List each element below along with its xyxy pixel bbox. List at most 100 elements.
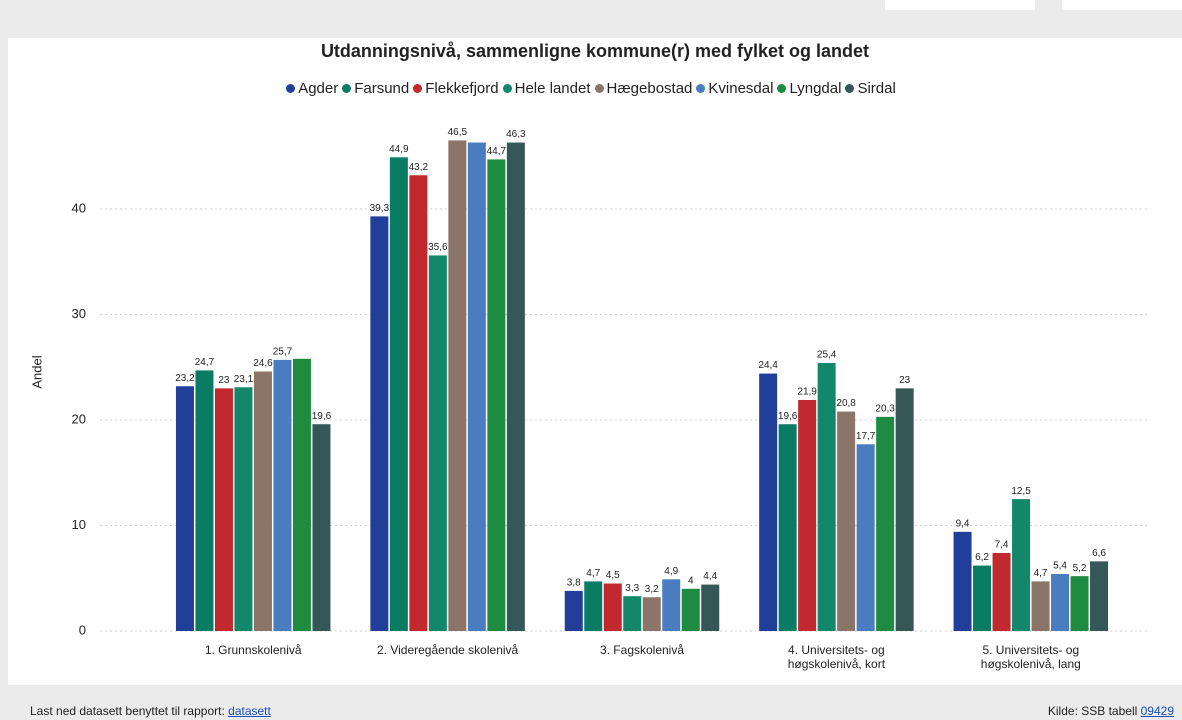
data-label: 25,4 xyxy=(817,350,837,361)
data-label: 44,9 xyxy=(389,144,409,155)
x-tick-label: 3. Fagskolenivå xyxy=(599,643,685,657)
y-tick-label: 30 xyxy=(72,306,86,321)
bar xyxy=(1031,581,1050,631)
data-label: 4,4 xyxy=(703,571,717,582)
legend-label: Agder xyxy=(298,80,339,97)
legend-item: Hægebostad xyxy=(594,80,693,97)
data-label: 3,2 xyxy=(645,584,659,595)
data-label: 46,5 xyxy=(448,127,468,138)
data-label: 23 xyxy=(218,375,230,386)
legend-swatch xyxy=(502,84,512,93)
data-label: 19,6 xyxy=(312,411,332,422)
bar xyxy=(817,363,836,631)
dataset-link[interactable]: datasett xyxy=(228,704,271,718)
legend-label: Flekkefjord xyxy=(425,80,499,97)
legend-item: Hele landet xyxy=(502,80,591,97)
y-tick-label: 0 xyxy=(79,622,86,637)
bar xyxy=(214,388,233,631)
bar xyxy=(895,388,914,631)
data-label: 4 xyxy=(688,575,694,586)
bar xyxy=(662,579,681,631)
data-label: 17,7 xyxy=(856,431,876,442)
source-link[interactable]: 09429 xyxy=(1140,704,1174,718)
legend-swatch xyxy=(696,84,706,93)
data-label: 20,3 xyxy=(875,403,895,414)
data-label: 35,6 xyxy=(428,242,448,253)
data-label: 24,7 xyxy=(195,357,215,368)
x-tick-label: 5. Universitets- og høgskolenivå, lang xyxy=(980,643,1081,671)
legend-swatch xyxy=(413,84,423,93)
legend-item: Flekkefjord xyxy=(413,80,499,97)
data-label: 24,4 xyxy=(758,360,778,371)
data-label: 39,3 xyxy=(370,203,390,214)
bar xyxy=(642,597,661,631)
data-label: 20,8 xyxy=(836,398,856,409)
data-label: 24,6 xyxy=(253,358,273,369)
data-label: 6,2 xyxy=(975,552,989,563)
tab xyxy=(1062,0,1182,10)
data-label: 23 xyxy=(899,375,911,386)
bar xyxy=(623,596,642,631)
bar xyxy=(681,588,700,631)
legend-label: Farsund xyxy=(354,80,410,97)
bar xyxy=(1070,576,1089,631)
bar xyxy=(953,531,972,631)
bar xyxy=(175,386,194,631)
bar xyxy=(409,175,428,632)
bar xyxy=(273,359,292,631)
bar xyxy=(759,373,778,631)
y-tick-label: 10 xyxy=(72,517,86,532)
data-label: 46,3 xyxy=(506,129,526,140)
bar xyxy=(389,157,408,631)
bar xyxy=(1051,574,1070,631)
bar xyxy=(876,416,895,631)
legend-item: Agder xyxy=(286,80,338,97)
data-label: 44,7 xyxy=(487,146,507,157)
bar xyxy=(564,590,583,631)
bar xyxy=(487,159,506,632)
bar xyxy=(467,142,486,631)
legend-label: Kvinesdal xyxy=(708,80,774,97)
bar xyxy=(603,583,622,631)
x-tick-label: 2. Videregående skolenivå xyxy=(376,643,519,657)
y-tick-label: 20 xyxy=(72,411,86,426)
legend-item: Lyngdal xyxy=(777,80,841,97)
y-tick-label: 40 xyxy=(72,200,86,215)
bar xyxy=(973,565,992,631)
data-label: 4,5 xyxy=(606,570,620,581)
data-label: 21,9 xyxy=(797,387,817,398)
chart-title: Utdanningsnivå, sammenligne kommune(r) m… xyxy=(321,41,869,61)
legend-label: Hægebostad xyxy=(606,80,693,97)
data-label: 7,4 xyxy=(995,540,1009,551)
legend-swatch xyxy=(777,84,787,93)
bar xyxy=(1012,499,1031,631)
legend-swatch xyxy=(342,84,352,93)
legend-item: Sirdal xyxy=(845,80,896,97)
data-label: 9,4 xyxy=(956,518,970,529)
legend-label: Hele landet xyxy=(514,80,591,97)
legend-swatch xyxy=(594,84,604,93)
bar xyxy=(1090,561,1109,631)
data-label: 12,5 xyxy=(1011,486,1031,497)
bar xyxy=(195,370,214,631)
legend-swatch xyxy=(286,84,296,93)
bar xyxy=(370,216,389,631)
data-label: 6,6 xyxy=(1092,548,1106,559)
bar xyxy=(798,399,817,631)
bar xyxy=(253,371,272,631)
legend-item: Kvinesdal xyxy=(696,80,773,97)
bar xyxy=(234,387,253,631)
footer-left: Last ned datasett benyttet til rapport: … xyxy=(30,704,271,718)
legend-item: Farsund xyxy=(342,80,409,97)
bar xyxy=(837,411,856,631)
bar xyxy=(428,255,447,632)
legend-label: Lyngdal xyxy=(789,80,842,97)
x-tick-label: 4. Universitets- og høgskolenivå, kort xyxy=(787,643,886,671)
bar xyxy=(506,142,525,631)
bar xyxy=(701,584,720,631)
footer-text: Kilde: SSB tabell xyxy=(1047,704,1138,718)
bar xyxy=(448,140,467,632)
tab xyxy=(885,0,1035,10)
data-label: 3,3 xyxy=(625,583,639,594)
